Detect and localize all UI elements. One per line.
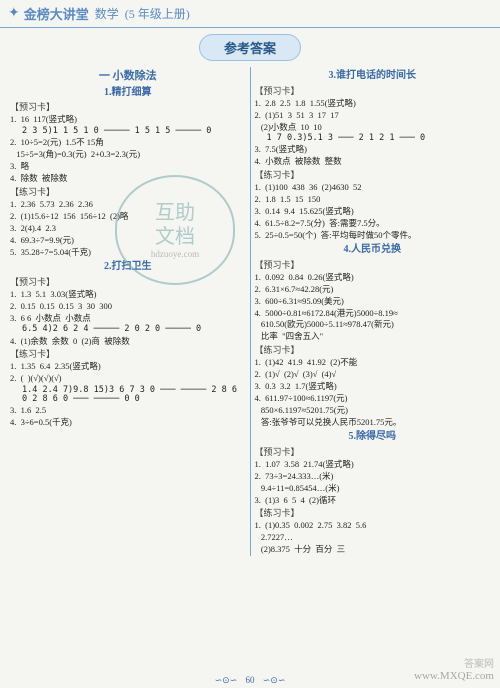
card-label: 【练习卡】: [10, 348, 246, 360]
answer-line: 2.7227…: [255, 532, 491, 543]
card-label: 【练习卡】: [255, 507, 491, 519]
answer-line: 3. 600÷6.31≈95.09(美元): [255, 296, 491, 307]
card-label: 【预习卡】: [10, 276, 246, 288]
answer-line: 1. 2.36 5.73 2.36 2.36: [10, 199, 246, 210]
answer-line: 2. (1)15.6÷12 156 156÷12 (2)略: [10, 211, 246, 222]
answer-line: 9.4÷11=0.85454…(米): [255, 483, 491, 494]
sub-heading: 3.谁打电话的时间长: [255, 69, 491, 83]
answer-line: (2)8.375 十分 百分 三: [255, 544, 491, 555]
watermark-brand: 答案网: [464, 655, 494, 670]
answer-line: 3. 6 6 小数点 小数点: [10, 313, 246, 324]
answer-line: 15÷5=3(角)=0.3(元) 2+0.3=2.3(元): [10, 149, 246, 160]
answer-line: 1. (1)42 41.9 41.92 (2)不能: [255, 357, 491, 368]
answer-line: 1. 16 117(竖式略): [10, 114, 246, 125]
card-label: 【练习卡】: [10, 186, 246, 198]
long-division: 6.5 4)2 6 2 4 ───── 2 0 2 0 ───── 0: [22, 325, 246, 334]
grade-label: (5 年级上册): [125, 5, 190, 22]
answer-line: 3. 0.14 9.4 15.625(竖式略): [255, 206, 491, 217]
content-columns: 一 小数除法 1.精打细算 【预习卡】 1. 16 117(竖式略) 2 3 5…: [0, 65, 500, 556]
answer-line: 2. ( )(√)(√)(√): [10, 373, 246, 384]
answer-line: 3. 2(4).4 2.3: [10, 223, 246, 234]
answer-line: 1. 0.092 0.84 0.26(竖式略): [255, 272, 491, 283]
answer-line: 2. 6.31×6.7≈42.28(元): [255, 284, 491, 295]
answer-title: 参考答案: [199, 34, 301, 61]
card-label: 【预习卡】: [255, 85, 491, 97]
answer-line: 2. 10÷5=2(元) 1.5不 15角: [10, 137, 246, 148]
answer-line: 4. 69.3÷7=9.9(元): [10, 235, 246, 246]
watermark-url: www.MXQE.com: [414, 670, 494, 682]
answer-line: (2)小数点 10 10: [255, 122, 491, 133]
answer-line: 4. 5000÷0.81≈6172.84(港元)5000÷8.19≈ 610.5…: [255, 308, 491, 331]
right-column: 3.谁打电话的时间长 【预习卡】 1. 2.8 2.5 1.8 1.55(竖式略…: [251, 67, 495, 556]
answer-line: 1. 1.07 3.58 21.74(竖式略): [255, 459, 491, 470]
long-division: 1 7 0.3)5.1 3 ─── 2 1 2 1 ─── 0: [267, 134, 491, 143]
footer-deco-right: ∽⊙∽: [263, 675, 286, 685]
answer-line: 3. 1.6 2.5: [10, 405, 246, 416]
answer-line: 850×6.1197≈5201.75(元): [255, 405, 491, 416]
answer-line: 2. 1.8 1.5 15 150: [255, 194, 491, 205]
sub-heading: 2.打扫卫生: [10, 260, 246, 274]
answer-line: 4. (1)余数 余数 0 (2)商 被除数: [10, 336, 246, 347]
left-column: 一 小数除法 1.精打细算 【预习卡】 1. 16 117(竖式略) 2 3 5…: [6, 67, 251, 556]
sub-heading: 1.精打细算: [10, 86, 246, 100]
brand-title: 金榜大讲堂: [24, 4, 89, 23]
answer-band: 参考答案: [0, 28, 500, 65]
card-label: 【预习卡】: [255, 446, 491, 458]
answer-line: 4. 611.97÷100≈6.1197(元): [255, 393, 491, 404]
answer-line: 4. 3÷6=0.5(千克): [10, 417, 246, 428]
answer-line: 5. 25÷0.5=50(个) 答:平均每时做50个零件。: [255, 230, 491, 241]
long-division: 2 3 5)1 1 5 1 0 ───── 1 5 1 5 ───── 0: [22, 127, 246, 136]
answer-line: 3. 0.3 3.2 1.7(竖式略): [255, 381, 491, 392]
answer-line: 4. 61.5÷8.2=7.5(分) 答:需要7.5分。: [255, 218, 491, 229]
answer-line: 1. (1)100 438 36 (2)4630 52: [255, 182, 491, 193]
star-icon: ✦: [8, 5, 20, 22]
page-number: 60: [240, 675, 261, 685]
section-heading: 一 小数除法: [10, 69, 246, 84]
card-label: 【预习卡】: [10, 101, 246, 113]
answer-line: 比率 "四舍五入": [255, 331, 491, 342]
answer-line: 2. 0.15 0.15 0.15 3 30 300: [10, 301, 246, 312]
subject-label: 数学: [95, 5, 119, 22]
answer-line: 1. (1)0.35 0.002 2.75 3.82 5.6: [255, 520, 491, 531]
answer-line: 3. 略: [10, 161, 246, 172]
card-label: 【练习卡】: [255, 344, 491, 356]
answer-line: 3. (1)3 6 5 4 (2)循环: [255, 495, 491, 506]
answer-line: 1. 1.35 6.4 2.35(竖式略): [10, 361, 246, 372]
card-label: 【预习卡】: [255, 259, 491, 271]
card-label: 【练习卡】: [255, 169, 491, 181]
answer-line: 4. 小数点 被除数 整数: [255, 156, 491, 167]
page-header: ✦ 金榜大讲堂 数学 (5 年级上册): [0, 0, 500, 28]
answer-line: 1. 2.8 2.5 1.8 1.55(竖式略): [255, 98, 491, 109]
answer-line: 4. 除数 被除数: [10, 173, 246, 184]
answer-line: 5. 35.28÷7=5.04(千克): [10, 247, 246, 258]
sub-heading: 4.人民币兑换: [255, 243, 491, 257]
footer-deco-left: ∽⊙∽: [215, 675, 238, 685]
answer-line: 2. (1)51 3 51 3 17 17: [255, 110, 491, 121]
answer-line: 1. 1.3 5.1 3.03(竖式略): [10, 289, 246, 300]
answer-line: 3. 7.5(竖式略): [255, 144, 491, 155]
sub-heading: 5.除得尽吗: [255, 430, 491, 444]
answer-line: 2. (1)√ (2)√ (3)√ (4)√: [255, 369, 491, 380]
answer-line: 2. 73÷3=24.333…(米): [255, 471, 491, 482]
long-division: 1.4 2.4 7)9.8 15)3 6 7 3 0 ─── ───── 2 8…: [22, 386, 246, 405]
answer-line: 答:张爷爷可以兑换人民币5201.75元。: [255, 417, 491, 428]
